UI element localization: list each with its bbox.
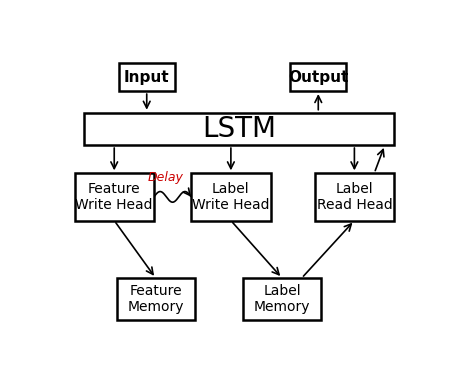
Text: Label
Read Head: Label Read Head <box>316 182 392 212</box>
FancyBboxPatch shape <box>290 63 346 91</box>
Text: Output: Output <box>288 70 349 84</box>
Text: Delay: Delay <box>147 171 183 184</box>
Text: Label
Memory: Label Memory <box>254 284 310 314</box>
Text: Input: Input <box>124 70 170 84</box>
FancyBboxPatch shape <box>315 173 394 220</box>
Text: LSTM: LSTM <box>202 115 276 143</box>
FancyBboxPatch shape <box>75 173 154 220</box>
FancyBboxPatch shape <box>119 63 175 91</box>
Text: Label
Write Head: Label Write Head <box>192 182 270 212</box>
FancyBboxPatch shape <box>117 278 195 319</box>
Text: Feature
Memory: Feature Memory <box>128 284 184 314</box>
FancyBboxPatch shape <box>243 278 321 319</box>
FancyBboxPatch shape <box>191 173 271 220</box>
Text: Feature
Write Head: Feature Write Head <box>75 182 153 212</box>
FancyBboxPatch shape <box>83 113 394 145</box>
